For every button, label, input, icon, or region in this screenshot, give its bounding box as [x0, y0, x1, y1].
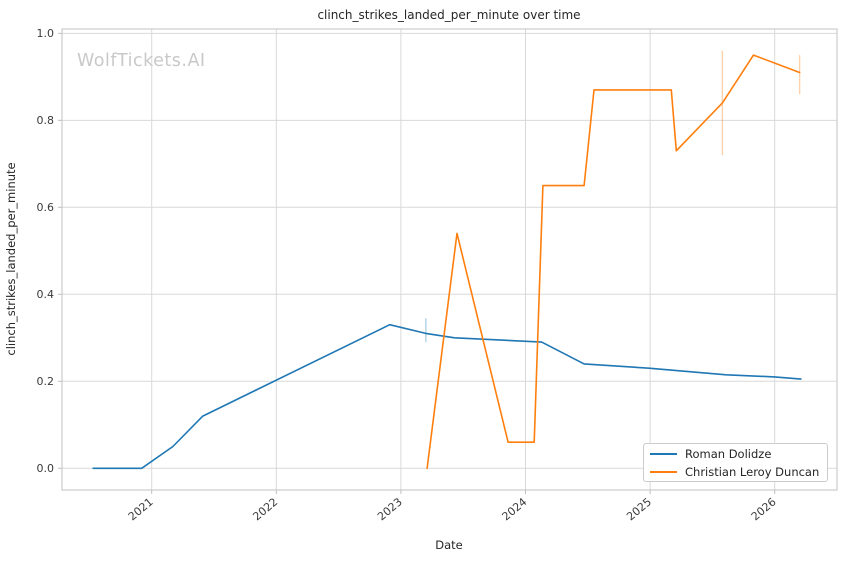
y-tick-label: 0.6 [37, 201, 55, 214]
x-tick-label: 2022 [250, 495, 280, 523]
legend-line-swatch-blue [650, 452, 677, 455]
legend-label: Roman Dolidze [685, 446, 772, 461]
y-tick-label: 0.0 [37, 462, 55, 475]
y-tick-label: 1.0 [37, 27, 55, 40]
legend-label: Christian Leroy Duncan [685, 464, 820, 479]
legend-line-swatch-orange [650, 470, 677, 473]
legend-item-roman-dolidze: Roman Dolidze [650, 446, 827, 461]
watermark: WolfTickets.AI [77, 51, 206, 71]
legend-item-christian-leroy-duncan: Christian Leroy Duncan [650, 464, 827, 479]
chart-title: clinch_strikes_landed_per_minute over ti… [317, 8, 580, 22]
x-tick-label: 2025 [624, 495, 654, 523]
plot-border [61, 28, 838, 491]
y-tick-label: 0.8 [37, 114, 55, 127]
series-line-roman-dolidze [92, 323, 802, 470]
legend: Roman Dolidze Christian Leroy Duncan [643, 443, 828, 482]
y-tick-label: 0.4 [37, 288, 55, 301]
x-tick-label: 2026 [749, 495, 779, 523]
series-line-christian-leroy-duncan [426, 54, 801, 470]
x-tick-label: 2023 [375, 495, 405, 523]
x-axis-label: Date [435, 538, 463, 552]
series-lines [92, 50, 802, 470]
y-tick-label: 0.2 [37, 375, 55, 388]
y-axis-label: clinch_strikes_landed_per_minute [4, 162, 18, 355]
gridlines [62, 29, 837, 490]
x-tick-label: 2021 [126, 495, 156, 523]
x-tick-label: 2024 [500, 495, 530, 523]
